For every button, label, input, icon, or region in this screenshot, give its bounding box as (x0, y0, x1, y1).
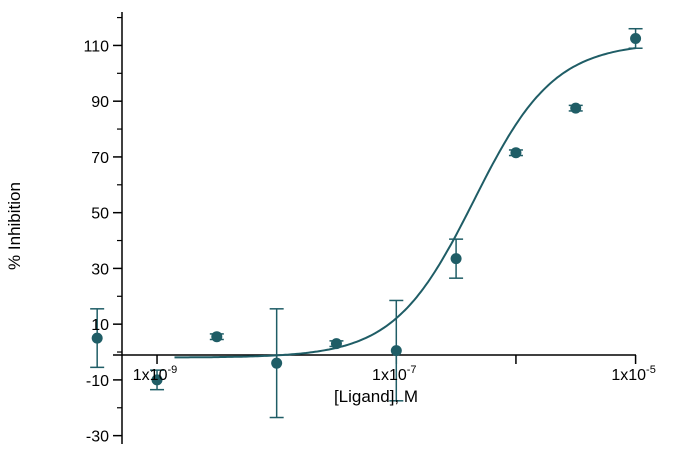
data-point (570, 102, 582, 114)
data-point-group (628, 27, 643, 49)
y-tick-label: 50 (91, 206, 109, 223)
data-point-group (508, 147, 523, 159)
data-point (510, 147, 522, 159)
data-point-group (269, 308, 284, 419)
y-tick-label: 70 (91, 150, 109, 167)
data-point (151, 374, 163, 386)
y-axis-label: % Inhibition (5, 182, 24, 270)
y-tick-label: -30 (86, 429, 109, 446)
data-point-group (90, 308, 105, 369)
data-point (271, 357, 283, 369)
data-point-group (209, 331, 224, 343)
data-point (211, 331, 223, 343)
fit-curve (174, 47, 636, 359)
y-tick-label: 110 (83, 38, 109, 55)
y-tick-label: 90 (91, 94, 109, 111)
data-point-group (449, 238, 464, 279)
data-point (630, 32, 642, 44)
fit-curve-layer (174, 47, 636, 359)
data-point (390, 345, 402, 357)
data-point-group (568, 102, 583, 114)
x-tick-label: 1x10-5 (611, 364, 655, 384)
data-point-group (389, 299, 404, 402)
data-point (330, 338, 342, 350)
y-tick-label: -10 (86, 373, 109, 390)
data-point-group (150, 369, 165, 391)
data-point (91, 332, 103, 344)
x-tick-label: 1x10-9 (133, 364, 177, 384)
axes (113, 12, 637, 444)
y-tick-label: 10 (91, 317, 109, 334)
tick-labels-layer: -30 -10 10 30 50 70 90 110 1x10-9 1x10-7 1x10-5 (83, 38, 655, 445)
data-point-group (329, 338, 344, 350)
x-axis-label: [Ligand], M (334, 387, 418, 406)
data-point (450, 253, 462, 265)
data-points-layer (90, 27, 643, 419)
x-tick-label: 1x10-7 (372, 364, 416, 384)
y-tick-label: 30 (91, 261, 109, 278)
